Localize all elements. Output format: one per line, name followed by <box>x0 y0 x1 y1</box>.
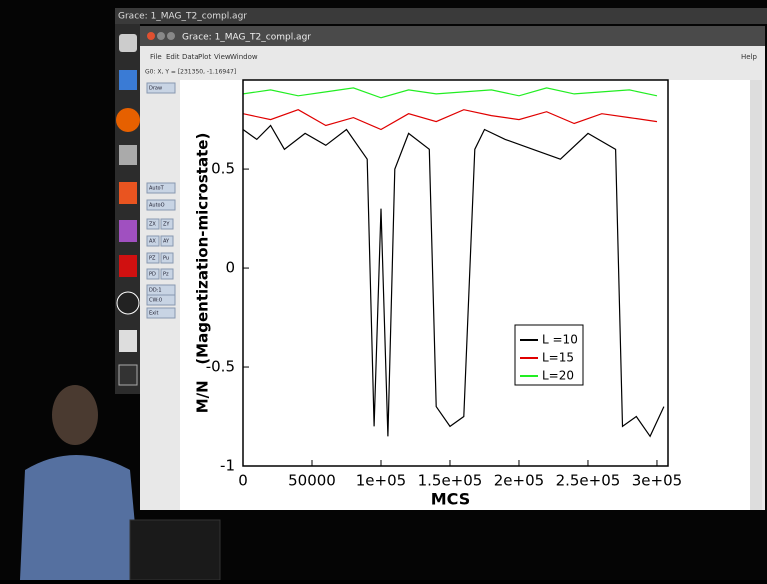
status-line: G0: X, Y = [231350, -1.16947] <box>145 69 236 76</box>
max-button[interactable] <box>167 32 175 40</box>
tool-button[interactable] <box>146 268 160 280</box>
tool-button[interactable] <box>146 218 160 230</box>
y-tick-label: -0.5 <box>206 358 235 376</box>
tool-label: PZ <box>149 256 156 262</box>
os-title: Grace: 1_MAG_T2_compl.agr <box>118 12 247 22</box>
plot-frame <box>242 79 669 467</box>
tool-label: ZY <box>163 222 170 228</box>
y-tick-label: -1 <box>220 457 235 475</box>
tool-label: DD:1 <box>149 288 162 294</box>
tool-button[interactable] <box>146 307 176 319</box>
legend-label: L =10 <box>542 333 578 347</box>
window-title: Grace: 1_MAG_T2_compl.agr <box>182 33 311 43</box>
menu-item[interactable]: Data <box>182 53 199 61</box>
x-tick-label: 1.5e+05 <box>418 472 483 490</box>
scrollbar[interactable] <box>750 80 762 510</box>
dock-icons <box>116 34 140 386</box>
canvas <box>180 80 750 510</box>
x-tick-label: 0 <box>238 472 248 490</box>
y-tick-label: 0 <box>225 259 235 277</box>
tool-label: AutoT <box>149 186 165 192</box>
tool-button[interactable] <box>146 82 176 94</box>
data-line <box>242 109 658 131</box>
x-axis-label: MCS <box>431 490 470 509</box>
menu-item[interactable]: File <box>150 53 162 61</box>
menu-item[interactable]: Plot <box>198 53 211 61</box>
menu-item[interactable]: Edit <box>166 53 180 61</box>
data-line <box>242 124 665 438</box>
y-tick-label: 0.5 <box>211 160 235 178</box>
menu-item[interactable]: Window <box>230 53 258 61</box>
tool-label: Exit <box>149 311 159 317</box>
x-tick-label: 2e+05 <box>494 472 544 490</box>
window-titlebar <box>140 26 765 46</box>
legend-label: L=15 <box>542 351 574 365</box>
tool-label: AX <box>149 239 156 245</box>
legend-label: L=20 <box>542 369 574 383</box>
y-axis-label: M/N (Magentization-microstate) <box>194 133 212 414</box>
x-tick-label: 50000 <box>288 472 336 490</box>
tool-button[interactable] <box>160 235 174 247</box>
tool-label: ZX <box>149 222 156 228</box>
tool-button[interactable] <box>146 294 176 306</box>
close-button[interactable] <box>147 32 155 40</box>
tool-label: AY <box>163 239 170 245</box>
tool-button[interactable] <box>146 235 160 247</box>
tool-button[interactable] <box>146 199 176 211</box>
os-bar <box>115 8 767 24</box>
tool-label: Pz <box>163 272 169 278</box>
x-tick-label: 3e+05 <box>632 472 682 490</box>
tool-label: Pu <box>163 256 169 262</box>
x-tick-label: 2.5e+05 <box>556 472 621 490</box>
tool-button[interactable] <box>146 182 176 194</box>
min-button[interactable] <box>157 32 165 40</box>
data-line <box>242 87 658 99</box>
menu-item[interactable]: View <box>214 53 231 61</box>
tool-label: Draw <box>149 86 162 92</box>
tool-label: PD <box>149 272 156 278</box>
tool-label: CW:0 <box>149 298 162 304</box>
tool-button[interactable] <box>160 268 174 280</box>
tool-button[interactable] <box>160 218 174 230</box>
menu-item[interactable]: Help <box>741 53 758 61</box>
x-tick-label: 1e+05 <box>356 472 406 490</box>
tool-button[interactable] <box>146 252 160 264</box>
tool-label: AutoO <box>149 203 165 209</box>
presenter <box>20 385 221 581</box>
tool-button[interactable] <box>160 252 174 264</box>
